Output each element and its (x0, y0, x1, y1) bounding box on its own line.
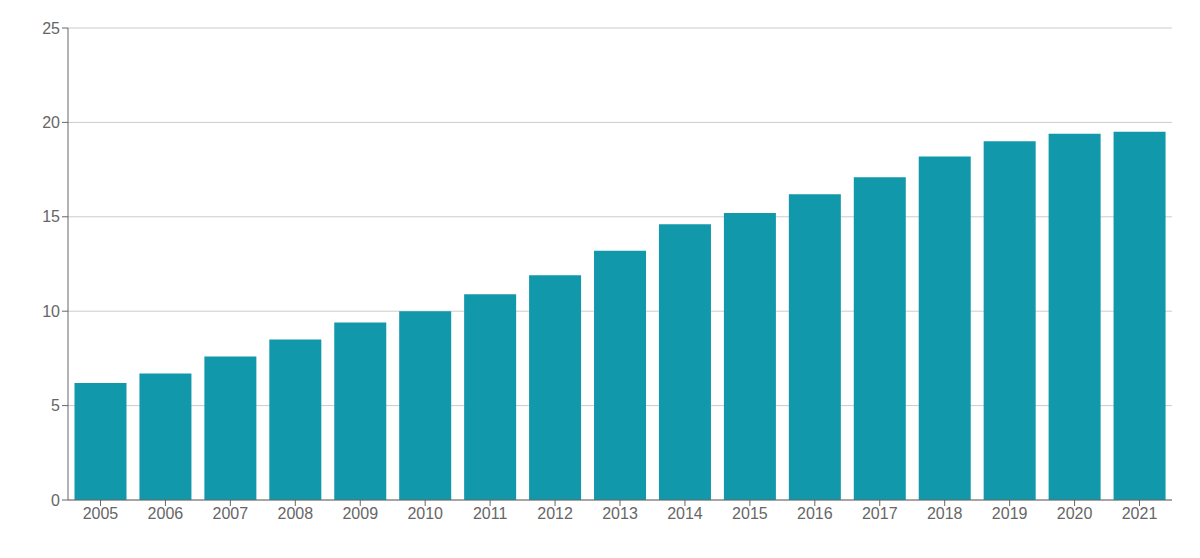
svg-text:2019: 2019 (992, 505, 1028, 522)
svg-text:2010: 2010 (407, 505, 443, 522)
svg-text:2009: 2009 (342, 505, 378, 522)
svg-text:2016: 2016 (797, 505, 833, 522)
svg-text:25: 25 (42, 20, 60, 37)
svg-text:2020: 2020 (1057, 505, 1093, 522)
svg-text:2006: 2006 (148, 505, 184, 522)
svg-text:20: 20 (42, 114, 60, 131)
svg-text:2015: 2015 (732, 505, 768, 522)
svg-text:2008: 2008 (277, 505, 313, 522)
svg-text:2005: 2005 (83, 505, 119, 522)
svg-text:10: 10 (42, 303, 60, 320)
svg-text:5: 5 (51, 397, 60, 414)
svg-text:2013: 2013 (602, 505, 638, 522)
svg-text:2017: 2017 (862, 505, 898, 522)
svg-text:2021: 2021 (1122, 505, 1158, 522)
svg-text:2018: 2018 (927, 505, 963, 522)
svg-text:0: 0 (51, 492, 60, 509)
svg-text:15: 15 (42, 208, 60, 225)
svg-text:2011: 2011 (473, 505, 508, 522)
svg-text:2014: 2014 (667, 505, 703, 522)
svg-text:2007: 2007 (213, 505, 249, 522)
svg-text:2012: 2012 (537, 505, 573, 522)
